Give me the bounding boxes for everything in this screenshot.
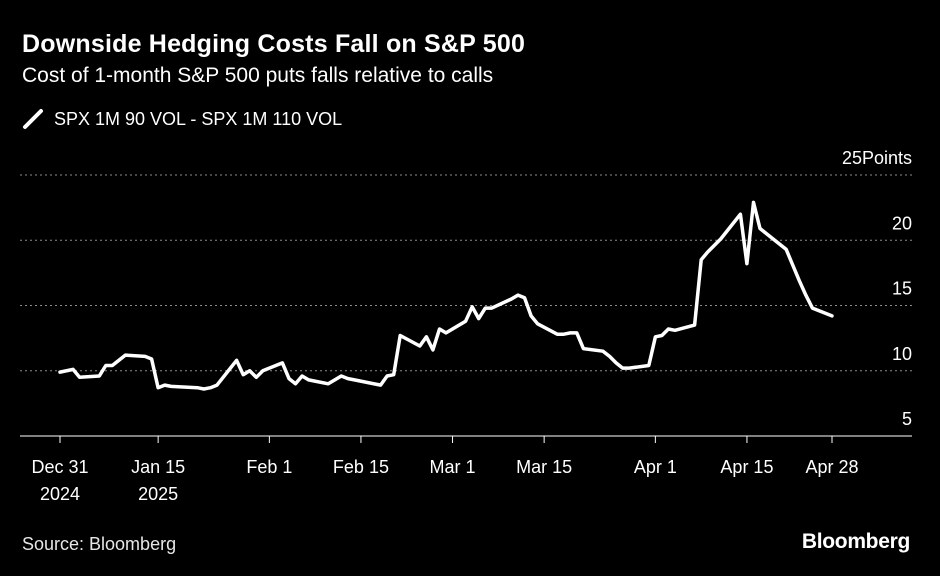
x-tick-label: Apr 1 bbox=[634, 457, 677, 477]
x-tick-label: Dec 31 bbox=[31, 457, 88, 477]
legend-line-icon bbox=[23, 109, 43, 129]
y-tick-label: 10 bbox=[892, 344, 912, 364]
y-tick-label: 20 bbox=[892, 213, 912, 233]
y-tick-label: 25Points bbox=[842, 148, 912, 168]
x-tick-label: Jan 15 bbox=[131, 457, 185, 477]
chart-title: Downside Hedging Costs Fall on S&P 500 bbox=[22, 30, 526, 58]
x-tick-year-label: 2024 bbox=[40, 484, 80, 504]
y-tick-label: 5 bbox=[902, 409, 912, 429]
x-tick-label: Mar 1 bbox=[430, 457, 476, 477]
x-tick-label: Apr 15 bbox=[720, 457, 773, 477]
x-tick-year-label: 2025 bbox=[138, 484, 178, 504]
legend-label: SPX 1M 90 VOL - SPX 1M 110 VOL bbox=[54, 108, 343, 129]
x-tick-label: Feb 1 bbox=[246, 457, 292, 477]
x-tick-label: Mar 15 bbox=[516, 457, 572, 477]
chart-subtitle: Cost of 1-month S&P 500 puts falls relat… bbox=[22, 64, 494, 87]
y-tick-label: 15 bbox=[892, 279, 912, 299]
legend: SPX 1M 90 VOL - SPX 1M 110 VOL bbox=[22, 108, 342, 130]
x-tick-label: Feb 15 bbox=[333, 457, 389, 477]
bloomberg-logo: Bloomberg bbox=[801, 530, 910, 553]
source-note: Source: Bloomberg bbox=[22, 534, 177, 554]
series-line bbox=[58, 200, 834, 391]
x-tick-label: Apr 28 bbox=[805, 457, 858, 477]
